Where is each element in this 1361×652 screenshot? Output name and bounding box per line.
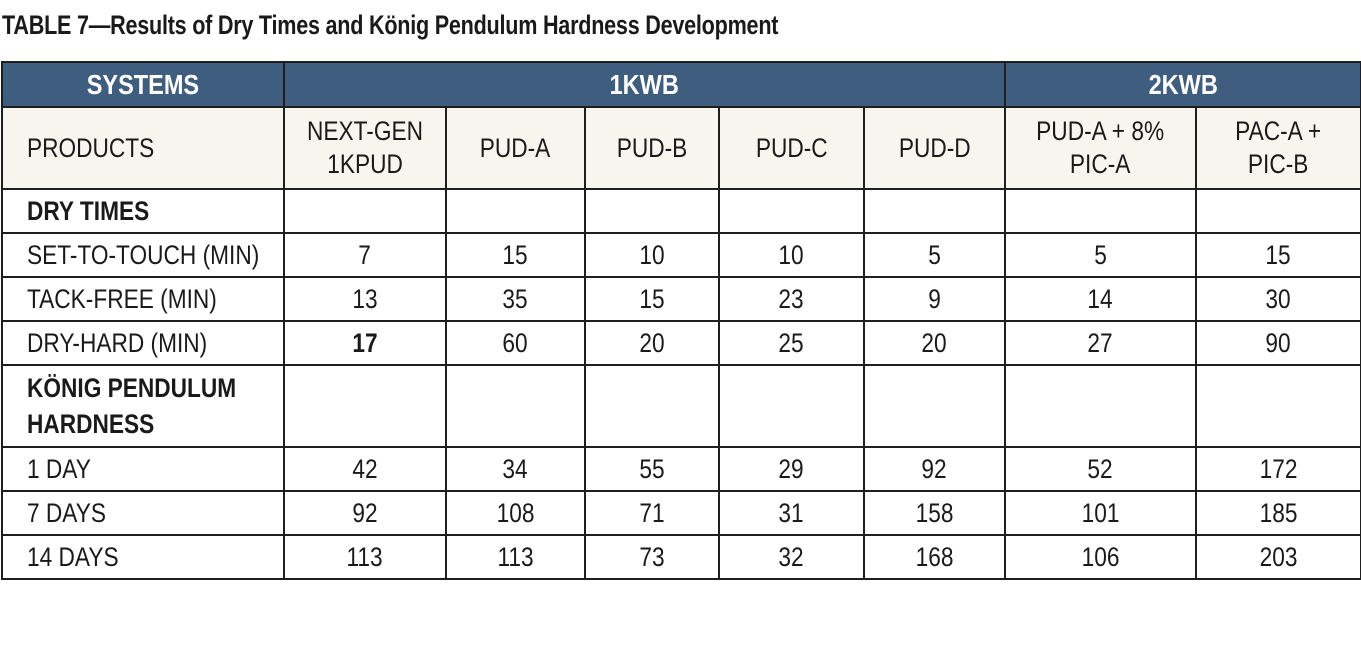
table-cell: 172 (1194, 446, 1361, 492)
table-cell: 92 (863, 446, 1006, 492)
table-cell: 5 (1004, 232, 1197, 278)
table-cell: 20 (863, 320, 1006, 366)
table-cell: 31 (718, 490, 865, 536)
table-cell: 25 (718, 320, 865, 366)
table-row: 7 DAYS 92 108 71 31 158 101 185 (1, 490, 1361, 536)
table-row: 1 DAY 42 34 55 29 92 52 172 (1, 446, 1361, 492)
row-label: 14 DAYS (1, 534, 285, 580)
row-label: 7 DAYS (1, 490, 285, 536)
table-cell: 203 (1194, 534, 1361, 580)
table-cell: 60 (445, 320, 586, 366)
product-header: PUD-D (863, 106, 1006, 190)
table-cell: 101 (1004, 490, 1197, 536)
table-row: SET-TO-TOUCH (MIN) 7 15 10 10 5 5 15 (1, 232, 1361, 278)
section-title: DRY TIMES (1, 188, 285, 234)
systems-header: SYSTEMS (1, 61, 285, 108)
table-cell: 113 (283, 534, 447, 580)
results-table: SYSTEMS 1KWB 2KWB PRODUCTS NEXT-GEN 1KPUD… (1, 61, 1361, 580)
table-cell: 71 (584, 490, 720, 536)
table-cell: 13 (283, 276, 447, 322)
product-header: PUD-A (445, 106, 586, 190)
product-header: NEXT-GEN 1KPUD (283, 106, 447, 190)
product-header: PUD-B (584, 106, 720, 190)
table-cell: 55 (584, 446, 720, 492)
product-header: PUD-A + 8% PIC-A (1004, 106, 1197, 190)
table-cell: 20 (584, 320, 720, 366)
table-row: TACK-FREE (MIN) 13 35 15 23 9 14 30 (1, 276, 1361, 322)
table-cell: 90 (1194, 320, 1361, 366)
product-header: PUD-C (718, 106, 865, 190)
group-header-2kwb: 2KWB (1003, 61, 1361, 108)
table-cell: 52 (1004, 446, 1197, 492)
row-label: DRY-HARD (MIN) (1, 320, 285, 366)
table-cell: 32 (718, 534, 865, 580)
table-cell: 108 (445, 490, 586, 536)
table-cell: 7 (283, 232, 447, 278)
row-label: 1 DAY (1, 446, 285, 492)
table-cell-highlighted: 17 (283, 320, 447, 366)
table-cell: 35 (445, 276, 586, 322)
table-cell: 106 (1004, 534, 1197, 580)
group-header-1kwb: 1KWB (283, 61, 1006, 108)
table-cell: 15 (1194, 232, 1361, 278)
table-cell: 92 (283, 490, 447, 536)
product-header: PAC-A + PIC-B (1194, 106, 1361, 190)
table-cell: 14 (1004, 276, 1197, 322)
section-row-konig-hardness: KÖNIG PENDULUM HARDNESS (1, 364, 1361, 448)
row-label: TACK-FREE (MIN) (1, 276, 285, 322)
table-cell: 10 (584, 232, 720, 278)
section-title: KÖNIG PENDULUM HARDNESS (1, 364, 285, 448)
products-row: PRODUCTS NEXT-GEN 1KPUD PUD-A PUD-B PUD-C… (1, 106, 1361, 190)
table-cell: 23 (718, 276, 865, 322)
table-row: 14 DAYS 113 113 73 32 168 106 203 (1, 534, 1361, 580)
table-cell: 15 (584, 276, 720, 322)
systems-header-row: SYSTEMS 1KWB 2KWB (1, 61, 1361, 108)
table-cell: 9 (863, 276, 1006, 322)
products-label: PRODUCTS (1, 106, 285, 190)
section-row-dry-times: DRY TIMES (1, 188, 1361, 234)
table-cell: 168 (863, 534, 1006, 580)
table-cell: 42 (283, 446, 447, 492)
table-row: DRY-HARD (MIN) 17 60 20 25 20 27 90 (1, 320, 1361, 366)
table-cell: 15 (445, 232, 586, 278)
table-cell: 34 (445, 446, 586, 492)
row-label: SET-TO-TOUCH (MIN) (1, 232, 285, 278)
table-title: TABLE 7—Results of Dry Times and König P… (2, 10, 779, 40)
table-cell: 158 (863, 490, 1006, 536)
table-cell: 29 (718, 446, 865, 492)
table-cell: 27 (1004, 320, 1197, 366)
table-cell: 10 (718, 232, 865, 278)
table-cell: 73 (584, 534, 720, 580)
table-cell: 30 (1194, 276, 1361, 322)
table-cell: 5 (863, 232, 1006, 278)
table-cell: 113 (445, 534, 586, 580)
table-cell: 185 (1194, 490, 1361, 536)
